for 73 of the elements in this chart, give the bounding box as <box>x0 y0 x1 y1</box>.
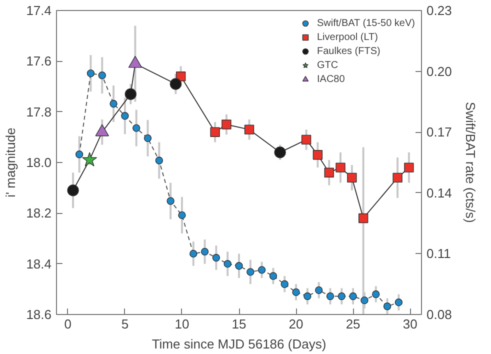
y2-tick-label: 0.17 <box>426 124 452 140</box>
point <box>166 197 174 205</box>
point <box>178 211 186 220</box>
point <box>224 260 232 268</box>
y2-tick-label: 0.20 <box>426 64 452 79</box>
x-tick-label: 20 <box>288 316 304 332</box>
y2-tick-label: 0.08 <box>426 307 452 322</box>
point <box>347 172 357 183</box>
x-tick-label: 25 <box>346 316 360 332</box>
legend-label: Liverpool (LT) <box>317 31 378 43</box>
point <box>246 268 254 276</box>
point <box>244 124 254 134</box>
point <box>210 127 220 137</box>
point <box>144 134 152 142</box>
point <box>372 290 380 298</box>
y-tick-label: 17.6 <box>26 54 52 69</box>
point <box>312 150 323 160</box>
y2-axis-title: Swift/BAT rate (cts/s) <box>462 102 478 223</box>
point <box>86 69 95 78</box>
y-tick-label: 17.8 <box>26 104 52 120</box>
y-tick-label: 18.2 <box>26 206 52 221</box>
y2-tick-label: 0.14 <box>426 185 452 200</box>
point <box>338 292 346 300</box>
point <box>212 254 220 262</box>
point <box>394 298 403 306</box>
y-tick-label: 18.4 <box>26 256 52 272</box>
y-tick-label: 18.0 <box>26 155 52 170</box>
point <box>360 296 368 304</box>
point <box>170 78 182 90</box>
point <box>82 152 98 166</box>
point <box>269 272 278 280</box>
y-axis-title: i' magnitude <box>3 128 18 198</box>
point <box>132 124 140 132</box>
legend-label: IAC80 <box>317 73 345 85</box>
y2-tick-label: 0.11 <box>426 246 451 262</box>
x-tick-label: 15 <box>232 316 246 332</box>
x-tick-label: 5 <box>121 316 129 332</box>
point <box>190 250 198 258</box>
point <box>235 262 243 270</box>
point <box>404 162 414 172</box>
point <box>110 100 118 108</box>
legend-label: GTC <box>317 59 338 71</box>
point <box>222 120 232 130</box>
point <box>121 112 129 120</box>
point <box>314 286 323 294</box>
point <box>304 292 312 300</box>
legend-label: Faulkes (FTS) <box>317 45 380 57</box>
y2-tick-label: 0.23 <box>426 3 452 18</box>
point <box>258 266 266 274</box>
point <box>358 213 368 224</box>
point <box>280 280 288 288</box>
x-tick-label: 0 <box>64 316 72 332</box>
x-tick-label: 30 <box>402 316 418 332</box>
point <box>324 168 334 178</box>
point <box>200 248 209 256</box>
point <box>349 292 357 300</box>
y-tick-label: 18.6 <box>26 307 52 322</box>
point <box>301 134 312 145</box>
point <box>292 288 300 296</box>
point <box>392 172 402 183</box>
point <box>326 292 334 300</box>
x-tick-label: 10 <box>174 316 190 332</box>
point <box>67 184 79 196</box>
point <box>155 156 164 164</box>
point <box>124 88 136 100</box>
point <box>336 162 346 172</box>
y-tick-label: 17.4 <box>26 3 52 18</box>
point <box>75 150 84 158</box>
legend-label: Swift/BAT (15-50 keV) <box>317 17 415 29</box>
point <box>383 302 392 310</box>
x-axis-title: Time since MJD 56186 (Days) <box>152 336 326 352</box>
point <box>274 146 286 158</box>
point <box>98 72 106 80</box>
